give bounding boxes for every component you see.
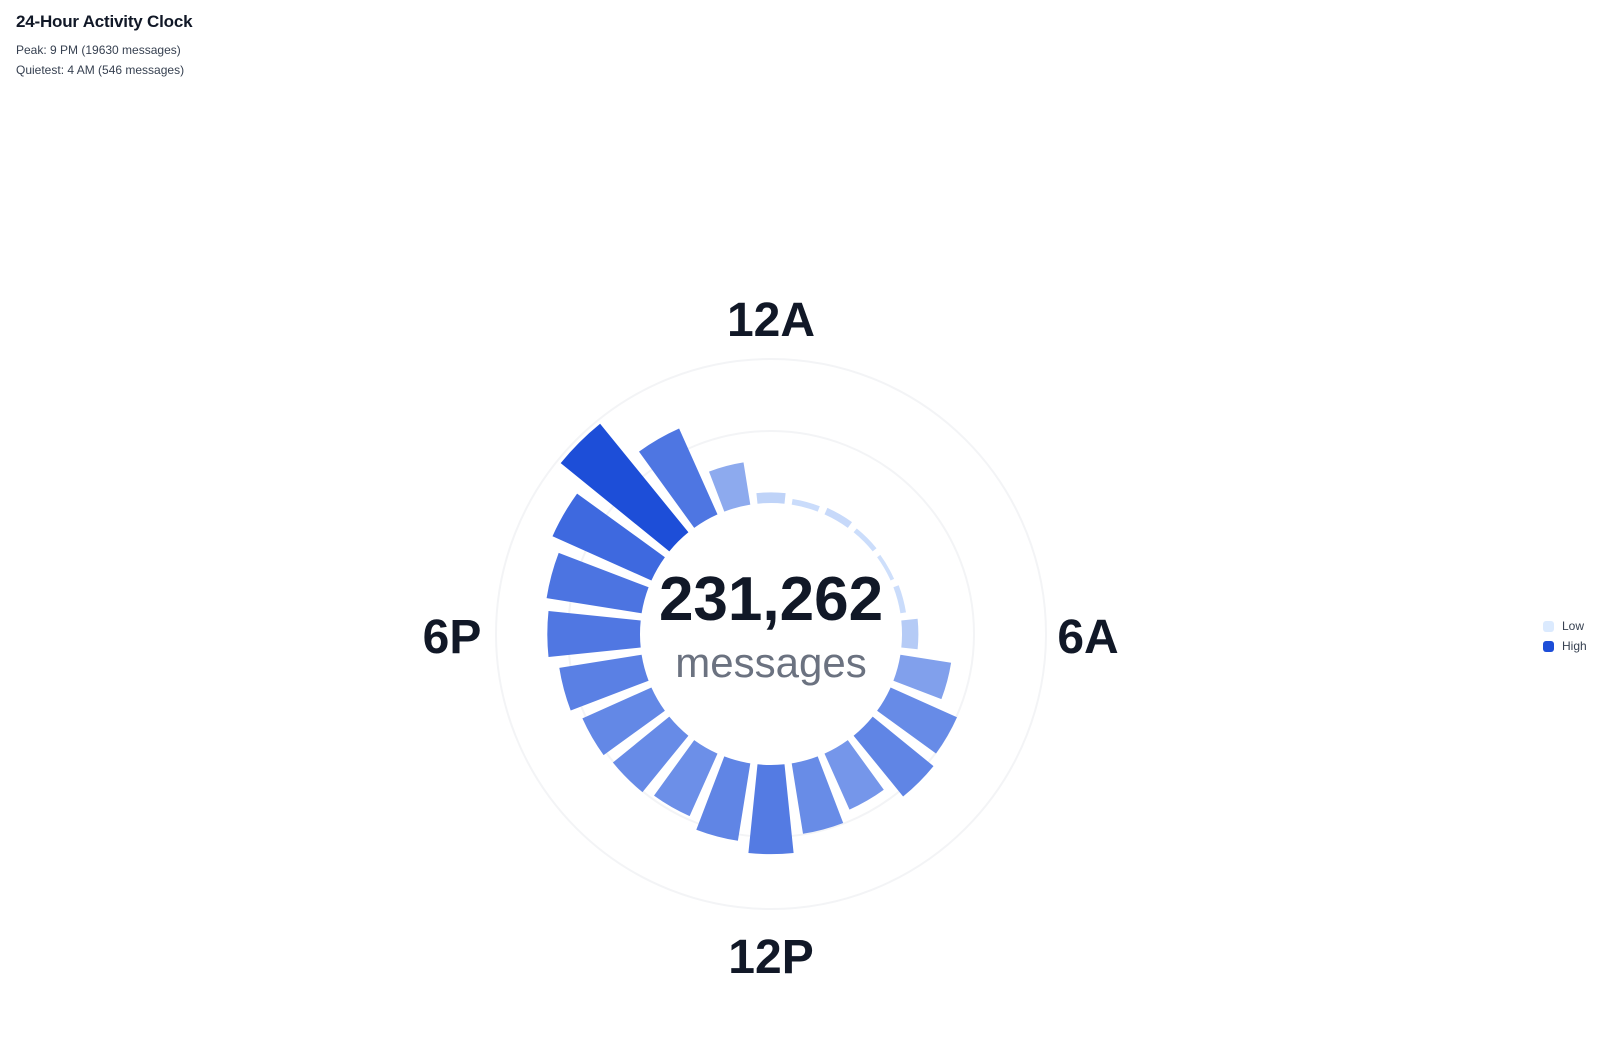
hour-bars	[546, 423, 957, 855]
hour-bar-12	[748, 764, 794, 855]
hour-bar-23	[709, 462, 751, 512]
legend-label-high: High	[1562, 639, 1587, 653]
hour-bar-8	[877, 687, 957, 754]
hour-bar-17	[559, 654, 649, 711]
legend-swatch-high	[1543, 640, 1554, 652]
hour-bar-13	[696, 756, 751, 841]
hour-bar-19	[546, 552, 649, 614]
hour-bar-21	[560, 423, 689, 552]
hour-label-12p: 12P	[728, 931, 813, 984]
hour-bar-4	[877, 554, 895, 581]
hour-bar-0	[756, 492, 786, 504]
peak-label: Peak: 9 PM (19630 messages)	[16, 43, 181, 57]
legend-label-low: Low	[1562, 619, 1585, 633]
chart-header: 24-Hour Activity Clock Peak: 9 PM (19630…	[16, 12, 193, 80]
hour-label-6p: 6P	[423, 611, 482, 664]
legend: Low High	[1543, 616, 1587, 656]
legend-item-high: High	[1543, 636, 1587, 656]
hour-bar-16	[582, 687, 665, 756]
hour-bar-20	[552, 493, 665, 581]
hour-bar-2	[824, 507, 852, 528]
chart-title: 24-Hour Activity Clock	[16, 12, 193, 31]
center-total: 231,262	[659, 565, 883, 634]
outer-guide-ring	[495, 358, 1047, 910]
hour-label-6a: 6A	[1057, 611, 1118, 664]
hour-bar-5	[893, 585, 906, 614]
quiet-label: Quietest: 4 AM (546 messages)	[16, 63, 185, 77]
hour-bar-6	[901, 618, 919, 650]
hour-bar-11	[791, 756, 844, 834]
hour-label-12a: 12A	[727, 294, 815, 347]
hour-bar-14	[654, 740, 718, 817]
hour-bar-3	[853, 528, 877, 552]
center-unit: messages	[675, 639, 866, 686]
hour-bar-22	[639, 428, 718, 528]
legend-item-low: Low	[1543, 616, 1587, 636]
hour-bar-7	[893, 654, 952, 700]
hour-bar-9	[853, 716, 934, 797]
hour-bar-15	[612, 716, 689, 793]
hour-bar-10	[824, 740, 884, 810]
legend-swatch-low	[1543, 620, 1554, 632]
hour-bar-18	[547, 611, 641, 657]
hour-bar-1	[791, 499, 820, 512]
